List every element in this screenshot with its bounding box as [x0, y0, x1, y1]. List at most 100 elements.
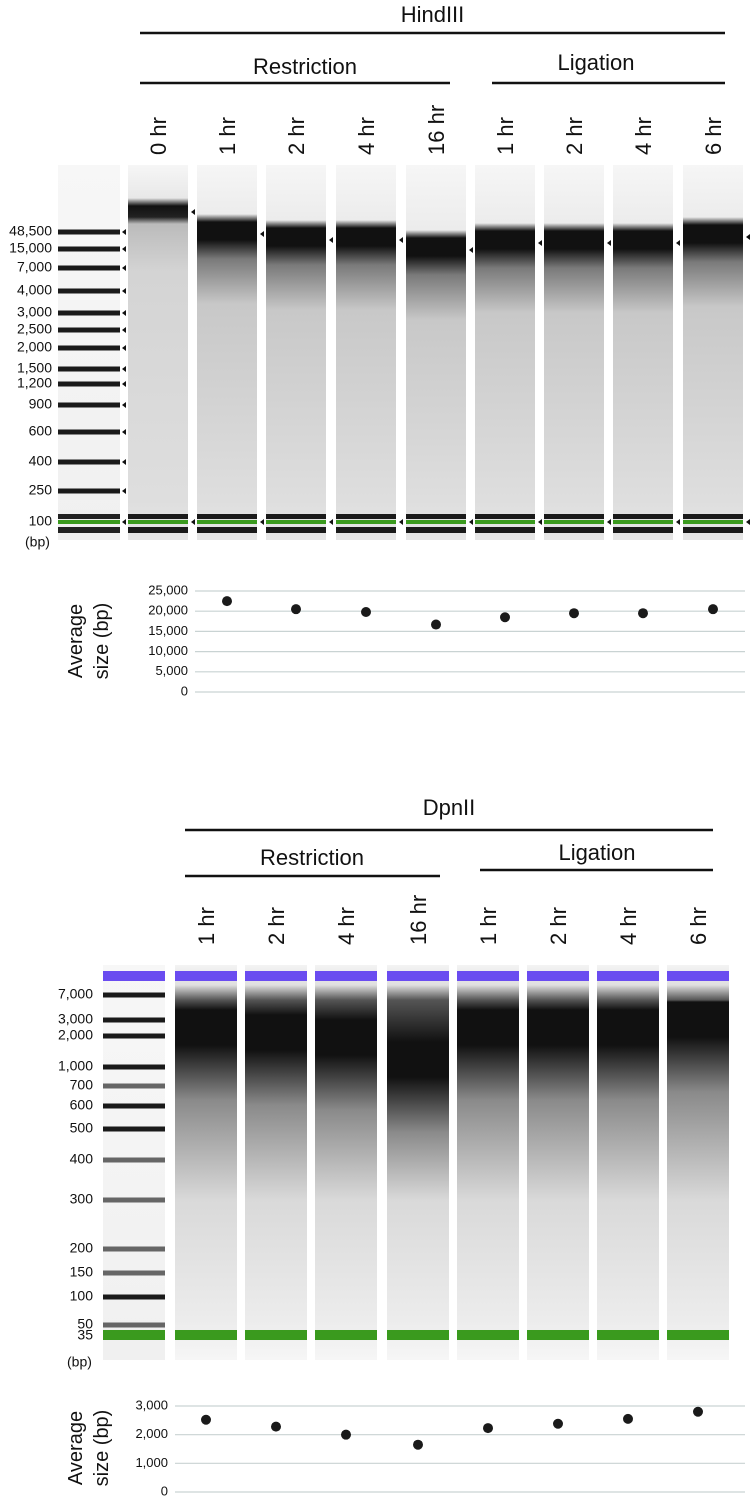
lane-label: 1 hr: [194, 907, 219, 945]
marker-band: [58, 520, 120, 524]
ladder-band: [58, 327, 120, 333]
marker-band: [315, 971, 377, 981]
lane-arrow: [399, 237, 403, 243]
marker-band: [406, 527, 466, 533]
marker-band: [336, 527, 396, 533]
sample-lane: [197, 165, 257, 540]
marker-band: [336, 514, 396, 519]
ladder-arrow: [122, 429, 126, 435]
group-label: Restriction: [253, 54, 357, 79]
ladder-arrow: [122, 288, 126, 294]
marker-band: [527, 971, 589, 981]
gel-title: HindIII: [401, 2, 465, 27]
ladder-arrow: [122, 327, 126, 333]
lane-label: 4 hr: [334, 907, 359, 945]
ladder-band: [103, 1322, 165, 1328]
y-axis-label: size (bp): [91, 603, 113, 680]
sample-lane: [336, 165, 396, 540]
y-tick-label: 0: [181, 683, 188, 698]
marker-band: [336, 520, 396, 524]
data-point: [271, 1421, 281, 1432]
ladder-band: [103, 1126, 165, 1132]
lane-arrow: [676, 240, 680, 246]
data-point: [222, 596, 232, 607]
lane-arrow: [538, 240, 542, 246]
data-point: [361, 607, 371, 618]
marker-band: [544, 520, 604, 524]
lane-label: 6 hr: [686, 907, 711, 945]
ladder-band: [103, 1246, 165, 1252]
marker-band: [197, 514, 257, 519]
ladder-arrow: [122, 366, 126, 372]
ladder-band: [58, 527, 120, 533]
lane-arrow: [746, 519, 750, 525]
data-point: [341, 1429, 351, 1440]
ladder-label: 50: [77, 1316, 93, 1332]
group-label: Ligation: [558, 840, 635, 865]
lane-label: 16 hr: [406, 895, 431, 945]
ladder-band: [103, 1064, 165, 1070]
ladder-label: 2,500: [17, 321, 52, 337]
data-point: [623, 1413, 633, 1424]
ladder-arrow: [122, 345, 126, 351]
sample-lane: [406, 165, 466, 540]
lane-label: 4 hr: [354, 117, 379, 155]
marker-band: [175, 971, 237, 981]
ladder-band: [103, 1294, 165, 1300]
ladder-label: 500: [70, 1120, 94, 1136]
ladder-label: 400: [29, 453, 53, 469]
data-point: [413, 1439, 423, 1450]
y-tick-label: 15,000: [148, 623, 188, 638]
y-tick-label: 1,000: [135, 1455, 168, 1470]
marker-band: [613, 520, 673, 524]
marker-band: [406, 520, 466, 524]
data-point: [708, 604, 718, 615]
ladder-label: 3,000: [58, 1011, 93, 1027]
data-point: [201, 1414, 211, 1425]
marker-band: [245, 1330, 307, 1340]
marker-band: [457, 1330, 519, 1340]
marker-band: [266, 514, 326, 519]
lane-arrow: [260, 519, 264, 525]
ladder-arrow: [122, 381, 126, 387]
ladder-label: 100: [70, 1288, 94, 1304]
lane-label: 0 hr: [146, 117, 171, 155]
lane-arrow: [676, 519, 680, 525]
data-point: [431, 619, 441, 630]
lane-arrow: [538, 519, 542, 525]
sample-lane: [266, 165, 326, 540]
sample-lane: [245, 965, 307, 1360]
marker-band: [128, 527, 188, 533]
lane-arrow: [607, 519, 611, 525]
lane-label: 4 hr: [616, 907, 641, 945]
ladder-label: 3,000: [17, 304, 52, 320]
ladder-label: 1,200: [17, 375, 52, 391]
ladder-label: 200: [70, 1240, 94, 1256]
lane-label: 1 hr: [493, 117, 518, 155]
y-tick-label: 25,000: [148, 582, 188, 597]
marker-band: [387, 1330, 449, 1340]
marker-band: [683, 514, 743, 519]
ladder-label: 1,500: [17, 360, 52, 376]
marker-band: [128, 520, 188, 524]
marker-band: [544, 514, 604, 519]
ladder-band: [58, 345, 120, 351]
ladder-label: 150: [70, 1264, 94, 1280]
lane-arrow: [469, 247, 473, 253]
marker-band: [475, 514, 535, 519]
lane-arrow: [191, 209, 195, 215]
marker-band: [387, 971, 449, 981]
ladder-band: [58, 488, 120, 494]
group-label: Ligation: [557, 50, 634, 75]
ladder-band: [58, 288, 120, 294]
y-axis-label: Average: [65, 604, 87, 678]
marker-band: [544, 527, 604, 533]
ladder-label: 7,000: [58, 986, 93, 1002]
lane-arrow: [746, 234, 750, 240]
ladder-label: 4,000: [17, 282, 52, 298]
marker-band: [667, 971, 729, 981]
sample-lane: [128, 165, 188, 540]
lane-arrow: [260, 231, 264, 237]
ladder-band: [58, 381, 120, 387]
sample-lane: [597, 965, 659, 1360]
